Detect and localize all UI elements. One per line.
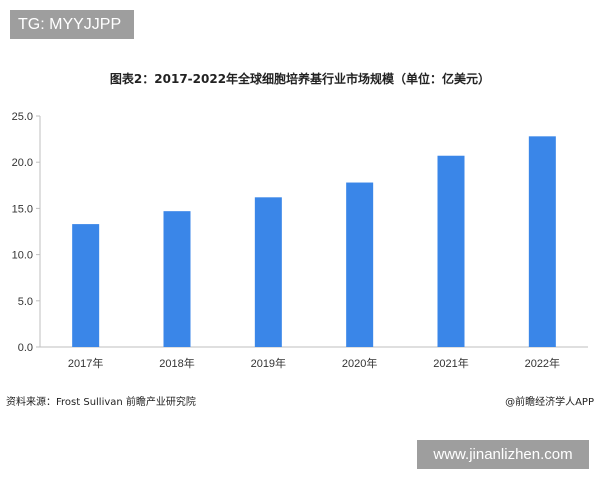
- x-tick-label: 2017年: [68, 356, 103, 370]
- x-tick-label: 2019年: [251, 356, 286, 370]
- watermark-tag: TG: MYYJJPP: [10, 10, 134, 39]
- bar-2022: [528, 136, 556, 347]
- bar-2017: [72, 224, 100, 347]
- y-tick-label: 15.0: [12, 203, 33, 215]
- x-tick-label: 2022年: [525, 356, 560, 370]
- bar-2021: [437, 155, 465, 347]
- website-tag: www.jinanlizhen.com: [417, 440, 589, 469]
- y-tick-label: 5.0: [18, 296, 33, 308]
- x-tick-label: 2021年: [433, 356, 468, 370]
- x-axis: 2017年 2018年 2019年 2020年 2021年 2022年: [40, 346, 588, 370]
- source-note: 资料来源：Frost Sullivan 前瞻产业研究院: [6, 397, 196, 408]
- y-tick-label: 20.0: [12, 157, 33, 169]
- bars: [72, 136, 556, 347]
- y-tick-label: 0.0: [18, 342, 33, 354]
- brand-note: @前瞻经济学人APP: [505, 397, 594, 408]
- bar-2019: [254, 197, 282, 347]
- chart-title: 图表2：2017-2022年全球细胞培养基行业市场规模（单位：亿美元）: [109, 72, 491, 86]
- bar-2020: [346, 182, 374, 347]
- x-tick-label: 2018年: [159, 356, 194, 370]
- y-axis: 0.0 5.0 10.0 15.0 20.0 25.0: [12, 111, 41, 354]
- bar-2018: [163, 211, 191, 347]
- y-tick-label: 10.0: [12, 250, 33, 262]
- x-tick-label: 2020年: [342, 356, 377, 370]
- y-tick-label: 25.0: [12, 111, 33, 123]
